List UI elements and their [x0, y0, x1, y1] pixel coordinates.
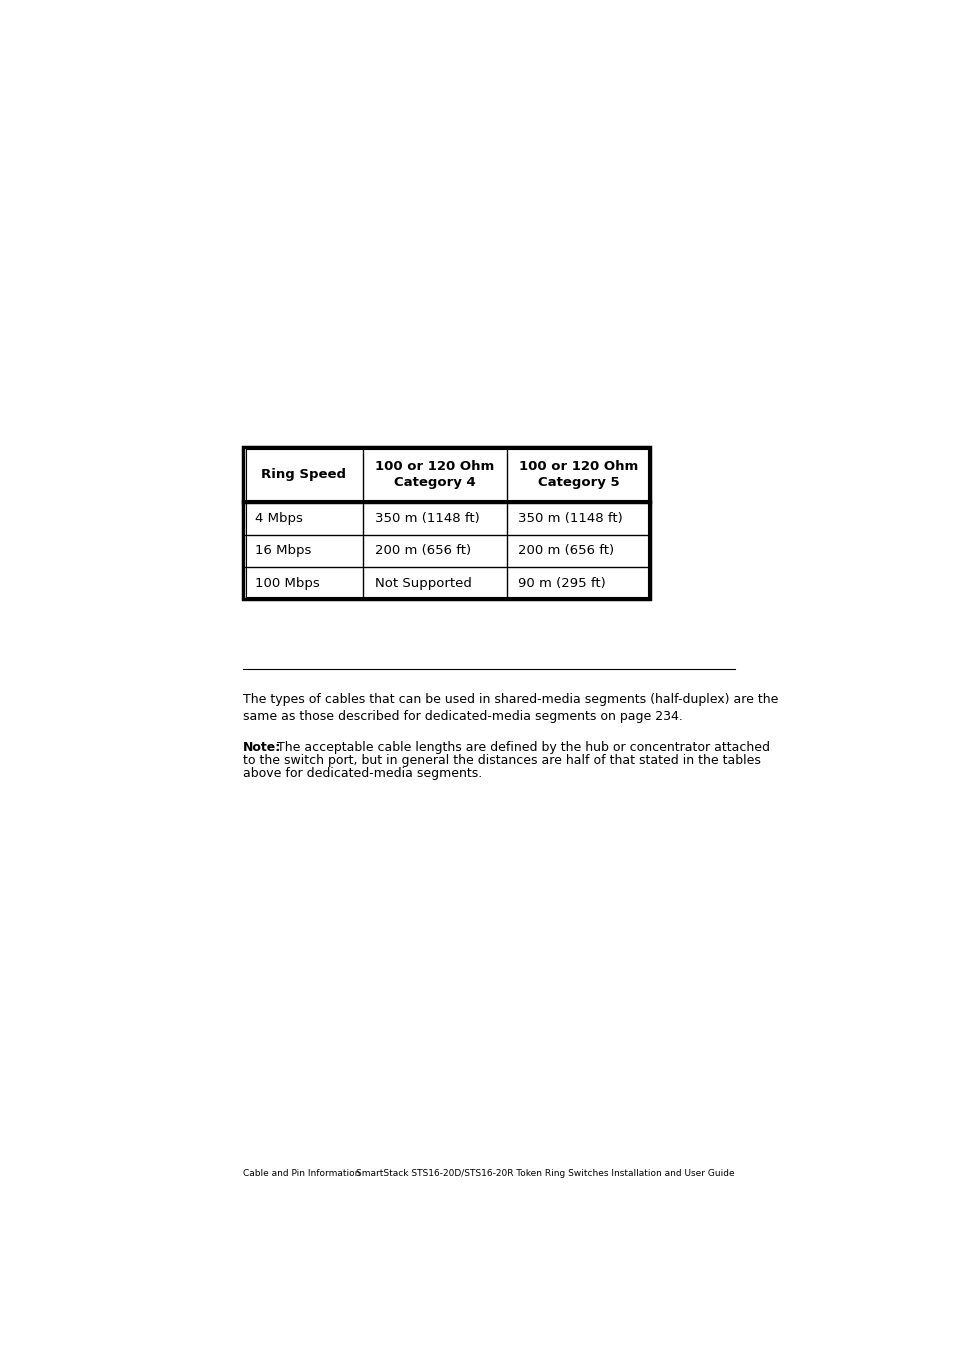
Text: 100 or 120 Ohm
Category 5: 100 or 120 Ohm Category 5 [518, 461, 638, 489]
Text: 16 Mbps: 16 Mbps [254, 544, 311, 558]
Text: Note:: Note: [243, 742, 281, 754]
Text: The types of cables that can be used in shared-media segments (half-duplex) are : The types of cables that can be used in … [243, 693, 778, 723]
Bar [243, 447, 649, 600]
Text: 100 or 120 Ohm
Category 4: 100 or 120 Ohm Category 4 [375, 461, 495, 489]
Text: Ring Speed: Ring Speed [260, 469, 345, 481]
Text: above for dedicated-media segments.: above for dedicated-media segments. [243, 767, 482, 780]
Text: Note:: Note: [243, 742, 281, 754]
Text: 350 m (1148 ft): 350 m (1148 ft) [517, 512, 622, 526]
Text: The acceptable cable lengths are defined by the hub or concentrator attached: The acceptable cable lengths are defined… [273, 742, 769, 754]
Text: 200 m (656 ft): 200 m (656 ft) [517, 544, 614, 558]
Text: 90 m (295 ft): 90 m (295 ft) [517, 577, 605, 590]
Text: 4 Mbps: 4 Mbps [254, 512, 302, 526]
Text: SmartStack STS16-20D/STS16-20R Token Ring Switches Installation and User Guide: SmartStack STS16-20D/STS16-20R Token Rin… [355, 1169, 734, 1178]
Text: Cable and Pin Information: Cable and Pin Information [243, 1169, 360, 1178]
Text: to the switch port, but in general the distances are half of that stated in the : to the switch port, but in general the d… [243, 754, 760, 767]
Text: Not Supported: Not Supported [375, 577, 472, 590]
Bar [245, 450, 647, 597]
Text: 350 m (1148 ft): 350 m (1148 ft) [375, 512, 479, 526]
Text: 100 Mbps: 100 Mbps [254, 577, 319, 590]
Text: 200 m (656 ft): 200 m (656 ft) [375, 544, 471, 558]
